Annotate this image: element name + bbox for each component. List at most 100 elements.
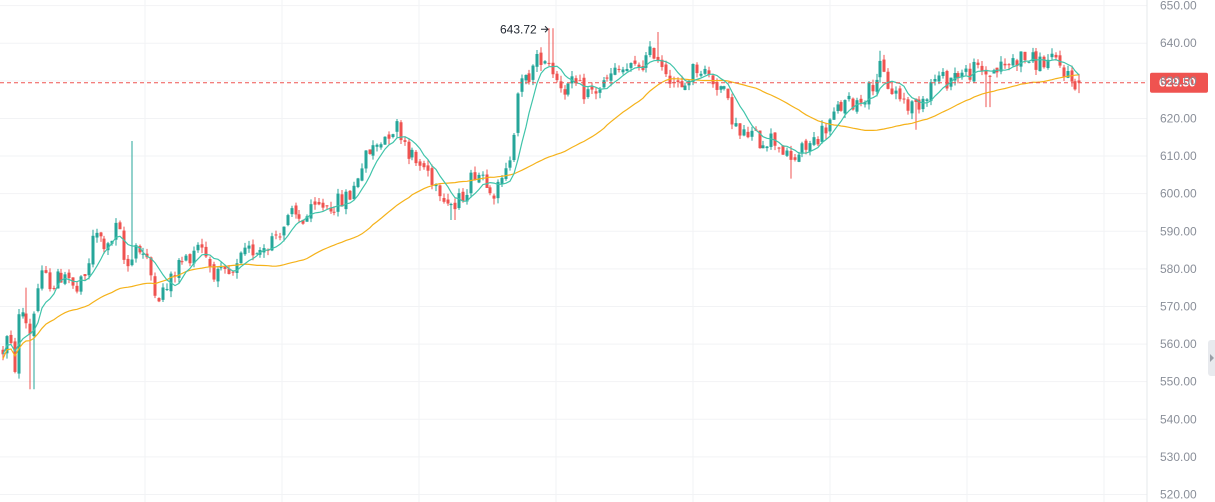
candle-down <box>1077 73 1081 94</box>
candle-down <box>995 67 999 78</box>
candle-down <box>387 131 391 145</box>
last-price-badge <box>1150 72 1208 93</box>
candle-up <box>999 56 1003 75</box>
candle-down <box>839 100 843 112</box>
price-annotation: 643.72 <box>500 22 549 36</box>
candle-up <box>621 66 625 75</box>
candle-down <box>656 31 660 63</box>
candle-down <box>48 268 52 292</box>
candle-down <box>984 66 988 108</box>
candle-up <box>91 229 95 268</box>
candle-up <box>375 143 379 152</box>
candle-up <box>613 63 617 76</box>
candle-down <box>594 87 598 100</box>
candle-down <box>637 62 641 71</box>
candle-up <box>79 275 83 295</box>
candle-up <box>761 140 765 149</box>
candle-down <box>617 65 621 73</box>
price-axis[interactable]: 650.00 640.00 630.00 620.00 610.00 600.00 590.… <box>1146 0 1197 502</box>
candle-up <box>504 162 508 181</box>
candle-down <box>578 74 582 82</box>
candle-up <box>247 240 251 253</box>
candle-down <box>988 75 992 108</box>
candle-down <box>145 248 149 260</box>
candle-down <box>414 149 418 166</box>
candle-up <box>465 189 469 205</box>
candle-up <box>1019 51 1023 73</box>
candle-down <box>773 132 777 151</box>
candle-down <box>9 330 13 346</box>
candle-down <box>368 149 372 155</box>
candle-up <box>496 179 500 204</box>
candle-up <box>469 169 473 198</box>
candle-down <box>730 93 734 130</box>
candle-down <box>340 189 344 207</box>
y-tick-label: 600.00 <box>1160 187 1197 201</box>
candle-up <box>130 141 134 267</box>
candle-down <box>1042 55 1046 69</box>
candle-down <box>149 256 153 281</box>
candle-down <box>917 96 921 114</box>
candle-down <box>871 79 875 96</box>
scroll-right-handle[interactable] <box>1208 340 1215 376</box>
candle-up <box>878 50 882 83</box>
ma-slow-line <box>2 74 1080 360</box>
candle-down <box>715 78 719 96</box>
candle-up <box>933 74 937 86</box>
candle-down <box>859 94 863 107</box>
candle-down <box>590 82 594 94</box>
grid-lines <box>0 0 1147 502</box>
candle-down <box>102 235 106 254</box>
candle-up <box>216 267 220 288</box>
candle-down <box>660 55 664 71</box>
candle-up <box>286 213 290 227</box>
candle-down <box>980 60 984 76</box>
candle-down <box>180 256 184 265</box>
candle-up <box>520 74 524 97</box>
candle-up <box>336 188 340 217</box>
candle-up <box>40 265 44 291</box>
candle-down <box>399 120 403 144</box>
candle-up <box>855 97 859 114</box>
candle-down <box>157 297 161 303</box>
candle-up <box>508 156 512 171</box>
y-tick-label: 550.00 <box>1160 375 1197 389</box>
candle-down <box>695 62 699 78</box>
candle-down <box>777 146 781 153</box>
candle-up <box>960 69 964 80</box>
candle-down <box>898 85 902 102</box>
candle-down <box>461 188 465 203</box>
candle-up <box>196 242 200 253</box>
candle-down <box>231 271 235 276</box>
candle-up <box>477 172 481 184</box>
candle-up <box>828 118 832 136</box>
arrow-right-icon <box>541 25 549 33</box>
candle-down <box>1062 64 1066 81</box>
candle-down <box>824 122 828 140</box>
candle-down <box>418 158 422 171</box>
candle-down <box>212 261 216 282</box>
candle-up <box>785 147 789 158</box>
candle-up <box>800 141 804 158</box>
candle-up <box>344 189 348 215</box>
candle-down <box>976 59 980 69</box>
candle-up <box>1046 54 1050 70</box>
candle-down <box>118 220 122 230</box>
candle-up <box>410 147 414 161</box>
candle-down <box>641 60 645 72</box>
candle-down <box>886 68 890 90</box>
last-price-label: 629.50 <box>1159 76 1196 90</box>
candle-down <box>605 74 609 82</box>
candle-down <box>453 198 457 220</box>
candle-up <box>1050 48 1054 60</box>
candle-up <box>765 146 769 152</box>
candle-up <box>161 283 165 302</box>
candle-down <box>738 123 742 140</box>
candle-up <box>391 133 395 139</box>
candle-up <box>894 86 898 100</box>
candle-down <box>204 241 208 259</box>
candle-up <box>703 65 707 75</box>
candle-up <box>114 218 118 246</box>
